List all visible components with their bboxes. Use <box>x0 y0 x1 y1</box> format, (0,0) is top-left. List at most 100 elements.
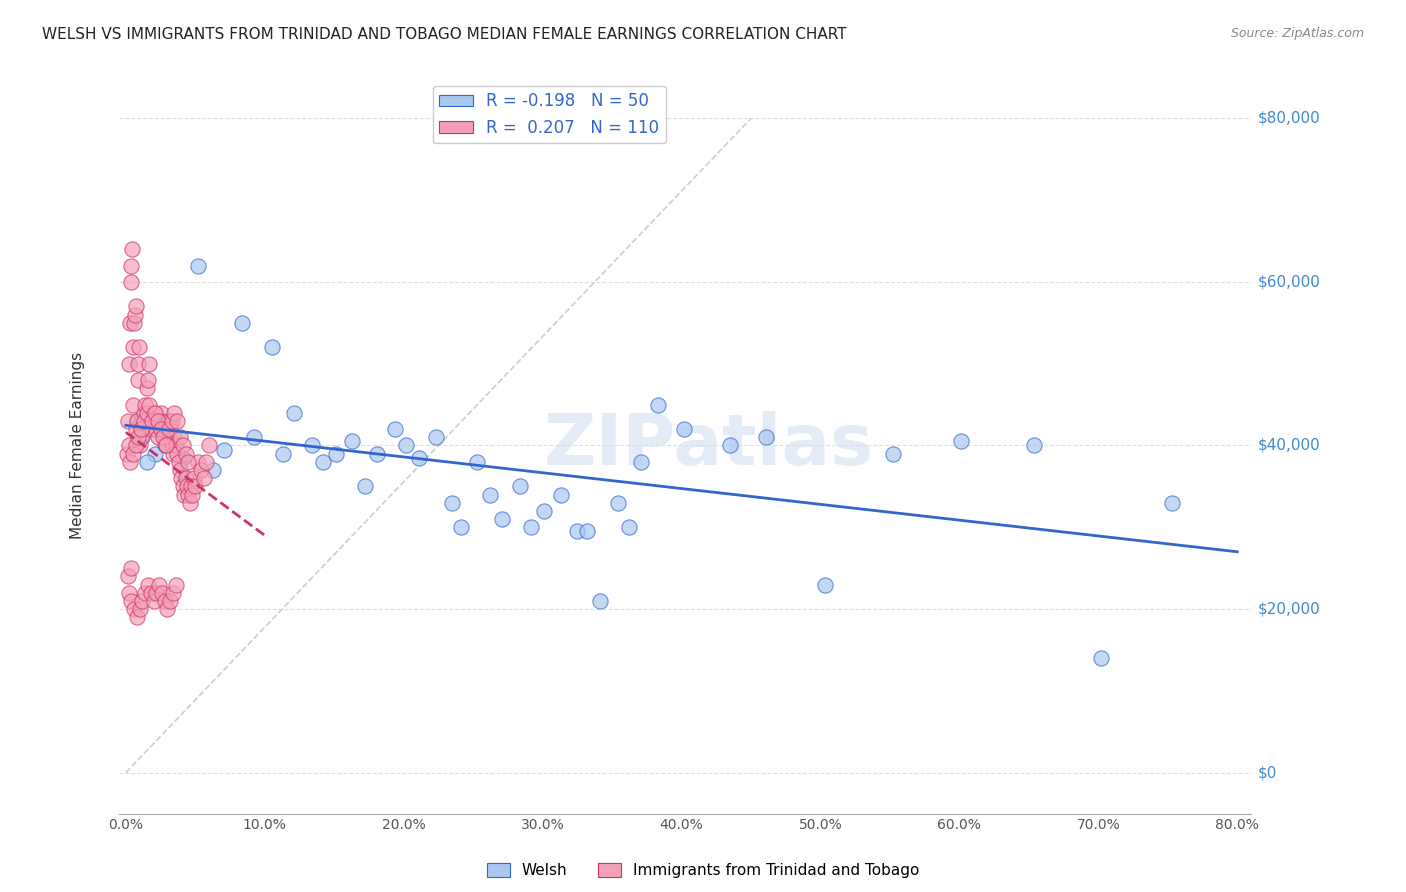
Point <box>125 422 148 436</box>
Point <box>125 414 148 428</box>
Point <box>176 479 198 493</box>
Point <box>132 414 155 428</box>
Point <box>260 340 283 354</box>
Point <box>131 430 153 444</box>
Point <box>718 438 741 452</box>
Point <box>187 259 209 273</box>
Point <box>125 610 148 624</box>
Point <box>143 406 166 420</box>
Point <box>142 406 165 420</box>
Point <box>353 479 375 493</box>
Point <box>163 406 186 420</box>
Point <box>177 487 200 501</box>
Legend: R = -0.198   N = 50, R =  0.207   N = 110: R = -0.198 N = 50, R = 0.207 N = 110 <box>433 86 665 144</box>
Point <box>1024 438 1046 452</box>
Point <box>165 438 187 452</box>
Point <box>153 594 176 608</box>
Point <box>366 447 388 461</box>
Point <box>588 594 610 608</box>
Point <box>231 316 253 330</box>
Point <box>156 602 179 616</box>
Point <box>127 430 149 444</box>
Point <box>174 447 197 461</box>
Point <box>120 561 142 575</box>
Point <box>139 414 162 428</box>
Point <box>169 430 191 444</box>
Point <box>127 373 149 387</box>
Point <box>157 414 180 428</box>
Point <box>187 455 209 469</box>
Point <box>162 447 184 461</box>
Point <box>166 414 188 428</box>
Point <box>183 471 205 485</box>
Point <box>425 430 447 444</box>
Point <box>134 585 156 599</box>
Point <box>195 455 218 469</box>
Point <box>172 438 194 452</box>
Point <box>122 602 145 616</box>
Point <box>139 585 162 599</box>
Point <box>129 422 152 436</box>
Point <box>122 340 145 354</box>
Point <box>159 594 181 608</box>
Point <box>150 414 173 428</box>
Text: Median Female Earnings: Median Female Earnings <box>70 352 84 539</box>
Point <box>157 422 180 436</box>
Point <box>124 300 146 314</box>
Point <box>673 422 696 436</box>
Point <box>152 430 174 444</box>
Point <box>122 316 145 330</box>
Point <box>117 569 139 583</box>
Point <box>647 398 669 412</box>
Point <box>408 450 430 465</box>
Point <box>1090 651 1112 665</box>
Point <box>177 455 200 469</box>
Point <box>163 430 186 444</box>
Point <box>198 438 221 452</box>
Point <box>120 259 142 273</box>
Point <box>949 434 972 449</box>
Point <box>441 496 464 510</box>
Text: WELSH VS IMMIGRANTS FROM TRINIDAD AND TOBAGO MEDIAN FEMALE EARNINGS CORRELATION : WELSH VS IMMIGRANTS FROM TRINIDAD AND TO… <box>42 27 846 42</box>
Point <box>172 479 194 493</box>
Point <box>129 430 152 444</box>
Point <box>550 487 572 501</box>
Point <box>617 520 640 534</box>
Point <box>124 308 146 322</box>
Point <box>118 455 141 469</box>
Point <box>128 438 150 452</box>
Point <box>149 422 172 436</box>
Point <box>160 414 183 428</box>
Point <box>162 585 184 599</box>
Point <box>121 447 143 461</box>
Point <box>509 479 531 493</box>
Point <box>127 357 149 371</box>
Point <box>143 447 166 461</box>
Text: Source: ZipAtlas.com: Source: ZipAtlas.com <box>1230 27 1364 40</box>
Point <box>520 520 543 534</box>
Text: $80,000: $80,000 <box>1258 111 1320 126</box>
Point <box>145 585 167 599</box>
Point <box>159 422 181 436</box>
Point <box>141 414 163 428</box>
Point <box>120 594 142 608</box>
Point <box>166 447 188 461</box>
Point <box>606 496 628 510</box>
Point <box>174 471 197 485</box>
Text: $40,000: $40,000 <box>1258 438 1320 453</box>
Point <box>134 398 156 412</box>
Point <box>153 430 176 444</box>
Point <box>117 585 139 599</box>
Point <box>567 524 589 539</box>
Point <box>242 430 264 444</box>
Point <box>193 471 215 485</box>
Point <box>283 406 305 420</box>
Point <box>814 577 837 591</box>
Point <box>131 594 153 608</box>
Point <box>159 430 181 444</box>
Point <box>172 450 194 465</box>
Point <box>630 455 652 469</box>
Point <box>202 463 225 477</box>
Point <box>301 438 323 452</box>
Point <box>128 340 150 354</box>
